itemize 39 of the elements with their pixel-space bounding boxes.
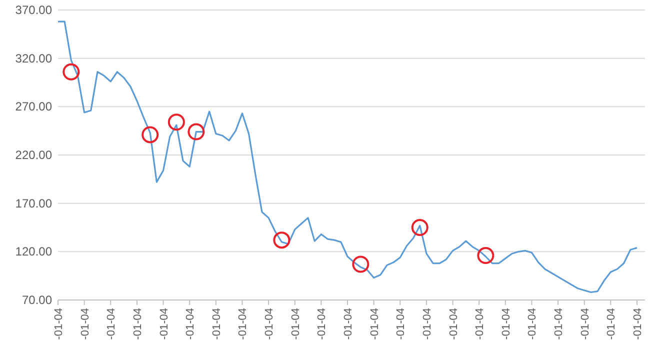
y-tick-label: 70.00 xyxy=(22,293,52,307)
x-tick-label: -01-04 xyxy=(421,308,434,340)
x-tick-label: -01-04 xyxy=(526,308,539,340)
x-tick-label: -01-04 xyxy=(53,308,65,340)
point xyxy=(273,232,290,249)
point xyxy=(477,247,494,264)
x-tick-label: -01-04 xyxy=(579,308,592,340)
point xyxy=(62,63,80,80)
x-tick-label: -01-04 xyxy=(106,308,118,340)
x-tick-label: -01-04 xyxy=(342,308,354,340)
point xyxy=(188,123,205,140)
y-tick-label: 320.00 xyxy=(15,51,52,66)
x-tick-label: -01-04 xyxy=(474,308,486,340)
x-tick-label: -01-04 xyxy=(79,308,92,340)
x-tick-label: -01-04 xyxy=(290,308,302,340)
x-tick-label: -01-04 xyxy=(132,308,144,340)
x-tick-label: -01-04 xyxy=(316,308,328,340)
y-tick-label: 120.00 xyxy=(15,244,52,259)
x-tick-label: -01-04 xyxy=(606,308,618,340)
x-tick-label: -01-04 xyxy=(264,308,276,340)
point xyxy=(411,219,428,236)
x-tick-label: -01-04 xyxy=(158,308,170,340)
point xyxy=(168,114,185,131)
y-tick-label: 270.00 xyxy=(15,100,52,114)
x-tick-label: -01-04 xyxy=(210,308,223,340)
point xyxy=(352,256,370,273)
point xyxy=(142,126,159,144)
y-tick-label: 170.00 xyxy=(15,196,52,210)
x-tick-label: -01-04 xyxy=(632,308,644,340)
x-tick-label: -01-04 xyxy=(395,308,408,340)
x-tick-label: -01-04 xyxy=(448,308,460,340)
x-tick-label: -01-04 xyxy=(500,308,512,340)
y-tick-label: 370.00 xyxy=(15,3,52,17)
x-tick-label: -01-04 xyxy=(368,308,381,340)
x-tick-label: -01-04 xyxy=(184,308,197,340)
line-series xyxy=(57,20,638,294)
y-tick-label: 220.00 xyxy=(15,148,52,162)
x-tick-label: -01-04 xyxy=(553,308,566,340)
x-tick-label: -01-04 xyxy=(237,308,250,340)
